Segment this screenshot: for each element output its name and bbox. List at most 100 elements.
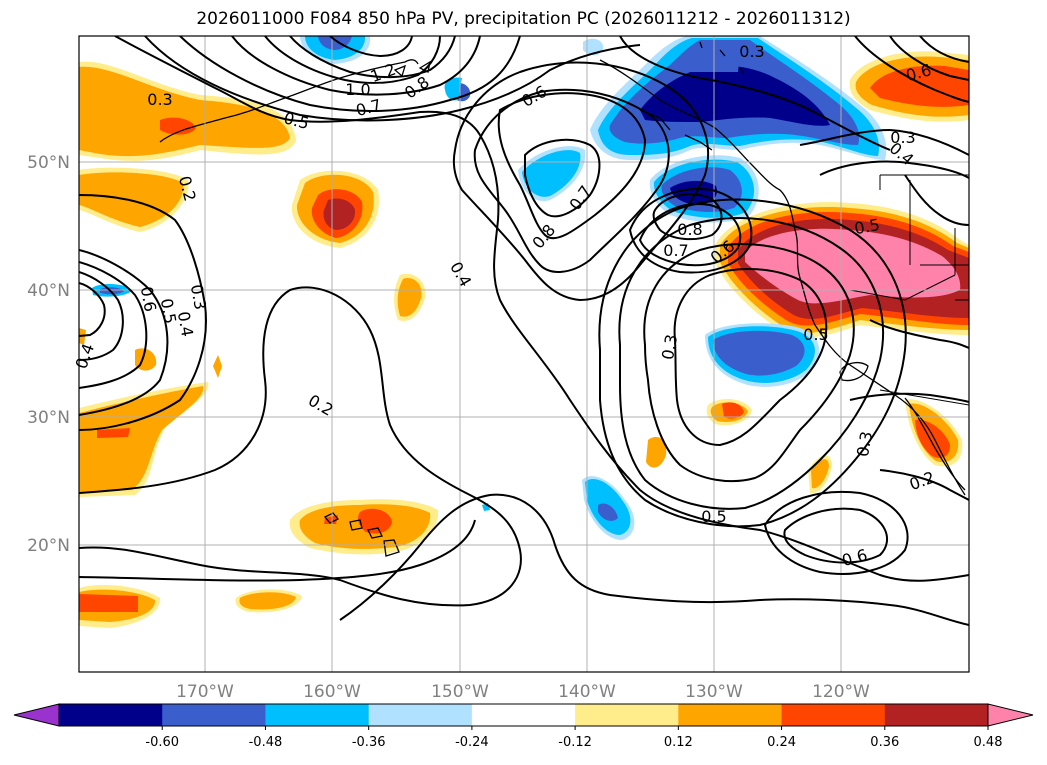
precip-positive-area [97, 428, 130, 438]
lon-label: 140°W [558, 682, 616, 702]
precip-fill-layer [79, 36, 969, 628]
coastlines [159, 41, 966, 557]
coastline [159, 59, 419, 143]
precip-negative-area [670, 180, 718, 205]
lat-label: 40°N [27, 281, 70, 301]
pv-contour [452, 61, 710, 302]
lat-label: 50°N [27, 153, 70, 173]
colorbar-tick-label: 0.36 [870, 735, 899, 750]
precip-negative-area [713, 330, 805, 376]
contour-label: 0.6 [137, 285, 160, 313]
colorbar-box [59, 704, 163, 726]
contour-label: 0.3 [890, 128, 915, 147]
pv-contour [473, 88, 670, 273]
colorbar-tick-label: -0.36 [352, 735, 386, 750]
precip-positive-area [323, 198, 356, 230]
colorbar-tick-label: -0.60 [145, 735, 179, 750]
colorbar-tick-label: 0.48 [974, 735, 1003, 750]
contour-label: 1.0 [345, 80, 370, 99]
precip-positive-area [160, 117, 196, 135]
latitude-axis: 50°N 40°N 30°N 20°N [27, 153, 70, 556]
map-frame [78, 35, 970, 673]
coastline [904, 397, 966, 491]
pv-contour [79, 271, 124, 361]
precip-negative-area [583, 38, 604, 56]
lon-label: 120°W [812, 682, 870, 702]
precip-positive-area [213, 355, 222, 378]
colorbar-box [368, 704, 473, 726]
precip-positive-area [358, 508, 392, 534]
pv-contour [329, 36, 413, 58]
colorbar-box [678, 704, 783, 726]
contour-label: 0.3 [187, 283, 210, 311]
pv-contour [79, 282, 106, 337]
precip-positive-area [745, 228, 961, 304]
contour-label: 0.3 [739, 42, 764, 61]
precip-positive-area [79, 66, 290, 157]
pv-contour [231, 36, 481, 96]
lon-label: 160°W [303, 682, 361, 702]
precip-positive-area [397, 278, 422, 317]
colorbar-tick-label: 0.12 [664, 735, 693, 750]
colorbar-box [884, 704, 989, 726]
pv-contour [79, 519, 476, 582]
precip-positive-area [324, 515, 338, 524]
precip-positive-area [646, 436, 667, 468]
colorbar-ticks: -0.60 -0.48 -0.36 -0.24 -0.12 0.12 0.24 0.36 0.4… [145, 726, 1003, 750]
colorbar-tick-label: -0.12 [558, 735, 592, 750]
pv-contour [289, 36, 456, 79]
contour-label: 0.3 [853, 430, 876, 458]
coastline [599, 59, 966, 496]
precip-positive-area [915, 419, 950, 458]
colorbar-box [265, 704, 370, 726]
contour-label: 0.5 [157, 297, 180, 325]
colorbar-box [471, 704, 576, 726]
pv-contour [179, 36, 521, 113]
pv-contour [673, 267, 828, 447]
pv-contour [79, 194, 207, 431]
pv-contour [339, 493, 969, 626]
lat-label: 30°N [27, 408, 70, 428]
pv-contour [643, 243, 855, 483]
precip-positive-area [79, 386, 204, 492]
pv-contour [783, 507, 889, 564]
contour-label: 0.3 [658, 333, 681, 361]
colorbar-tick-label: -0.24 [455, 735, 489, 750]
colorbar-box [781, 704, 886, 726]
pv-contours [79, 36, 969, 626]
lon-label: 170°W [176, 682, 234, 702]
coastline [699, 41, 745, 75]
lat-label: 20°N [27, 536, 70, 556]
colorbar-extend-low [13, 703, 60, 727]
colorbar: -0.60 -0.48 -0.36 -0.24 -0.12 0.12 0.24 0.36 0.4… [13, 703, 1034, 750]
precip-negative-area [444, 77, 462, 101]
colorbar-tick-label: 0.24 [767, 735, 796, 750]
pv-contour [763, 490, 909, 575]
pv-contour [618, 217, 884, 510]
pv-contour [264, 36, 441, 84]
pv-contour [849, 392, 969, 403]
colorbar-extend-high [987, 703, 1034, 727]
precip-positive-area [722, 402, 744, 419]
pv-contour [889, 36, 969, 81]
pv-contour [114, 36, 969, 582]
colorbar-frame [58, 703, 989, 727]
pv-contour [854, 36, 969, 103]
colorbar-tick-label: -0.48 [249, 735, 283, 750]
pv-contour [79, 286, 522, 607]
pv-contour [497, 92, 647, 240]
precip-negative-area [640, 65, 830, 126]
pv-contour [879, 469, 969, 501]
contour-label: 0.5 [701, 507, 726, 526]
pv-contour [619, 36, 891, 151]
precip-negative-area [318, 36, 352, 50]
precip-positive-area [79, 594, 138, 612]
contour-label: 0.4 [174, 310, 197, 338]
precip-negative-area [598, 503, 618, 521]
pv-contour [524, 138, 601, 218]
contour-label: 0.3 [147, 90, 172, 109]
pv-contour [819, 160, 969, 179]
precip-positive-area [811, 459, 829, 489]
colorbar-box [575, 704, 679, 726]
